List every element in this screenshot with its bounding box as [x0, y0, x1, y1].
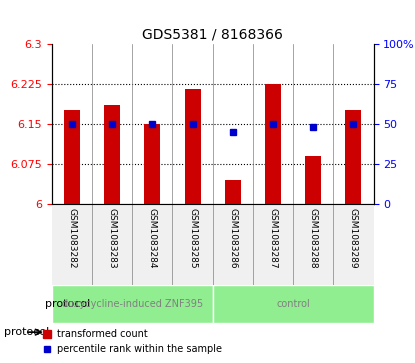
- Bar: [265, 84, 281, 204]
- Legend: transformed count, percentile rank within the sample: transformed count, percentile rank withi…: [38, 326, 225, 358]
- Text: protocol: protocol: [46, 299, 91, 309]
- Bar: [64, 110, 80, 204]
- FancyBboxPatch shape: [52, 285, 213, 323]
- Text: doxycycline-induced ZNF395: doxycycline-induced ZNF395: [62, 299, 203, 309]
- Bar: [345, 110, 361, 204]
- Bar: [185, 89, 200, 204]
- Bar: [144, 124, 161, 204]
- Text: GSM1083285: GSM1083285: [188, 208, 197, 269]
- FancyBboxPatch shape: [213, 285, 374, 323]
- Text: GSM1083284: GSM1083284: [148, 208, 157, 269]
- Text: GSM1083288: GSM1083288: [309, 208, 318, 269]
- Text: GSM1083282: GSM1083282: [68, 208, 76, 269]
- Text: GSM1083289: GSM1083289: [349, 208, 358, 269]
- Text: GSM1083286: GSM1083286: [228, 208, 237, 269]
- Text: GSM1083287: GSM1083287: [269, 208, 278, 269]
- Bar: [225, 180, 241, 204]
- Bar: [305, 156, 321, 204]
- Text: protocol: protocol: [4, 327, 49, 337]
- Text: GSM1083283: GSM1083283: [107, 208, 117, 269]
- Title: GDS5381 / 8168366: GDS5381 / 8168366: [142, 27, 283, 41]
- Bar: [104, 105, 120, 204]
- Text: control: control: [276, 299, 310, 309]
